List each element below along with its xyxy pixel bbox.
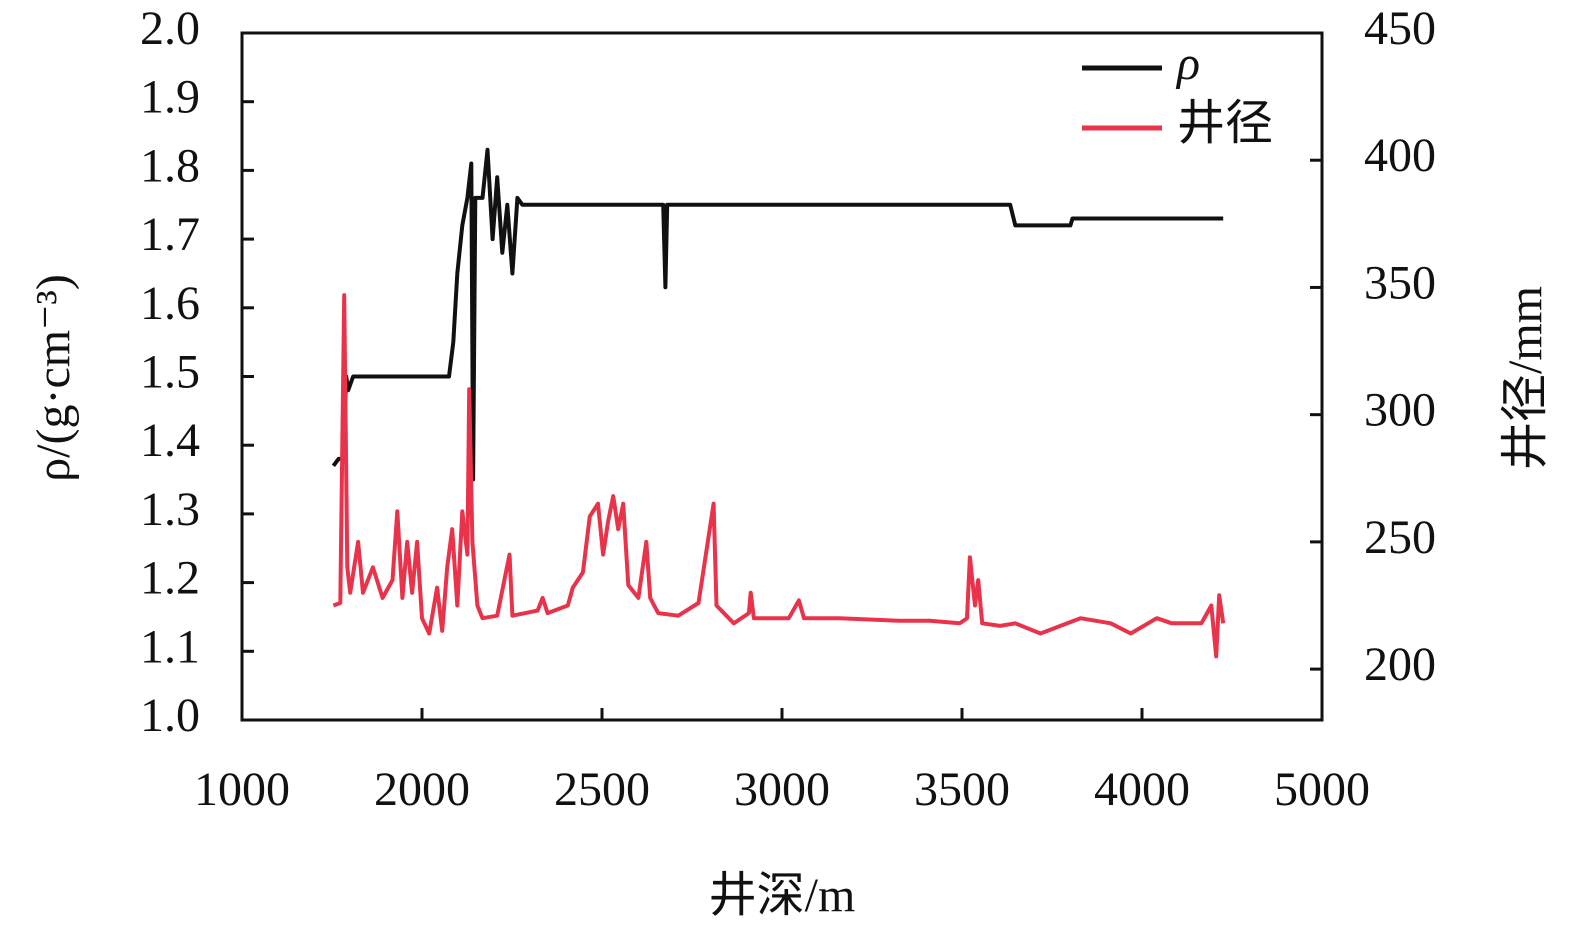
y2-tick-label: 350 xyxy=(1364,256,1436,309)
data-line xyxy=(332,293,1226,659)
y-tick-label: 1.9 xyxy=(140,71,200,124)
x-tick-label: 4000 xyxy=(1094,763,1190,816)
y-axis-label: ρ/(g·cm⁻³) xyxy=(27,274,80,482)
x-tick-label: 1000 xyxy=(194,763,290,816)
x-tick-label: 5000 xyxy=(1274,763,1370,816)
y-tick-label: 1.4 xyxy=(140,414,200,467)
y2-tick-label: 200 xyxy=(1364,638,1436,691)
x-axis-label: 井深/m xyxy=(709,869,856,922)
y2-tick-label: 450 xyxy=(1364,2,1436,55)
data-line xyxy=(331,147,1224,482)
y2-tick-label: 250 xyxy=(1364,511,1436,564)
y-tick-label: 1.5 xyxy=(140,346,200,399)
y-tick-label: 1.8 xyxy=(140,139,200,192)
x-tick-label: 3500 xyxy=(914,763,1010,816)
y-tick-label: 1.6 xyxy=(140,277,200,330)
legend-label: ρ xyxy=(1175,37,1200,90)
x-tick-label: 3000 xyxy=(734,763,830,816)
legend-label: 井径 xyxy=(1177,97,1273,150)
y2-axis-label: 井径/mm xyxy=(1499,286,1552,470)
y-tick-label: 1.0 xyxy=(140,689,200,742)
y-tick-label: 2.0 xyxy=(140,2,200,55)
x-tick-label: 2500 xyxy=(554,763,650,816)
y2-tick-label: 300 xyxy=(1364,384,1436,437)
y-tick-label: 1.2 xyxy=(140,552,200,605)
y2-tick-label: 400 xyxy=(1364,129,1436,182)
y-tick-label: 1.7 xyxy=(140,208,200,261)
y-tick-label: 1.3 xyxy=(140,483,200,536)
x-tick-label: 2000 xyxy=(374,763,470,816)
y-tick-label: 1.1 xyxy=(140,620,200,673)
